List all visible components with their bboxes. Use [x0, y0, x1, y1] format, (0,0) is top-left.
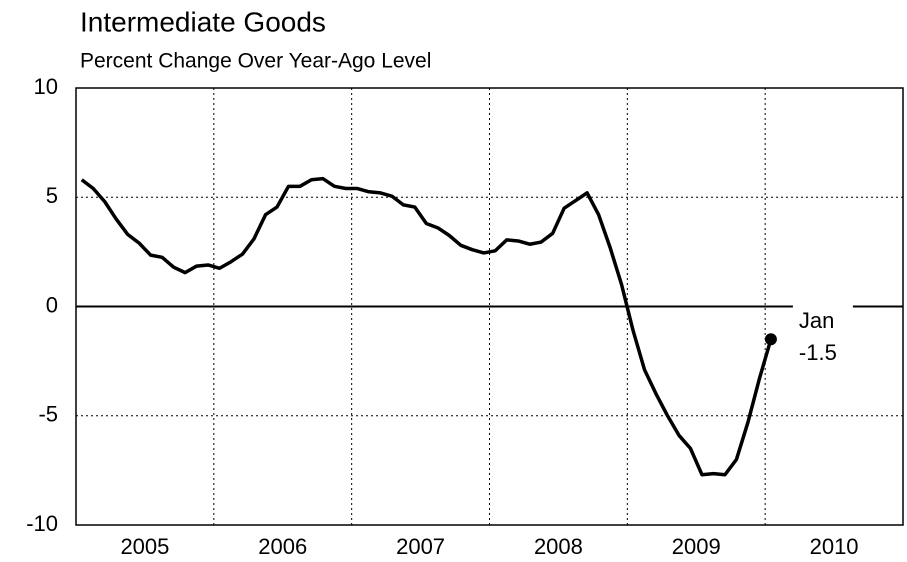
y-tick-label: -5 [38, 402, 58, 427]
annotation: Jan [799, 308, 834, 333]
y-tick-label: -10 [26, 511, 58, 536]
x-tick-label: 2005 [120, 534, 169, 559]
value-label: -1.5 [799, 340, 837, 365]
y-tick-label: 5 [46, 183, 58, 208]
plot-frame [75, 87, 904, 526]
x-tick-label: 2007 [396, 534, 445, 559]
x-tick-label: 2008 [534, 534, 583, 559]
x-tick-label: 2010 [810, 534, 859, 559]
data-line [80, 176, 773, 477]
end-point [764, 333, 777, 346]
y-tick-label: 0 [46, 292, 58, 317]
label-bg [792, 305, 853, 370]
chart-title: Intermediate Goods [80, 6, 326, 37]
y-tick-label: 10 [34, 74, 58, 99]
x-tick-label: 2006 [258, 534, 307, 559]
x-tick-label: 2009 [672, 534, 721, 559]
chart-subtitle: Percent Change Over Year-Ago Level [80, 50, 431, 73]
